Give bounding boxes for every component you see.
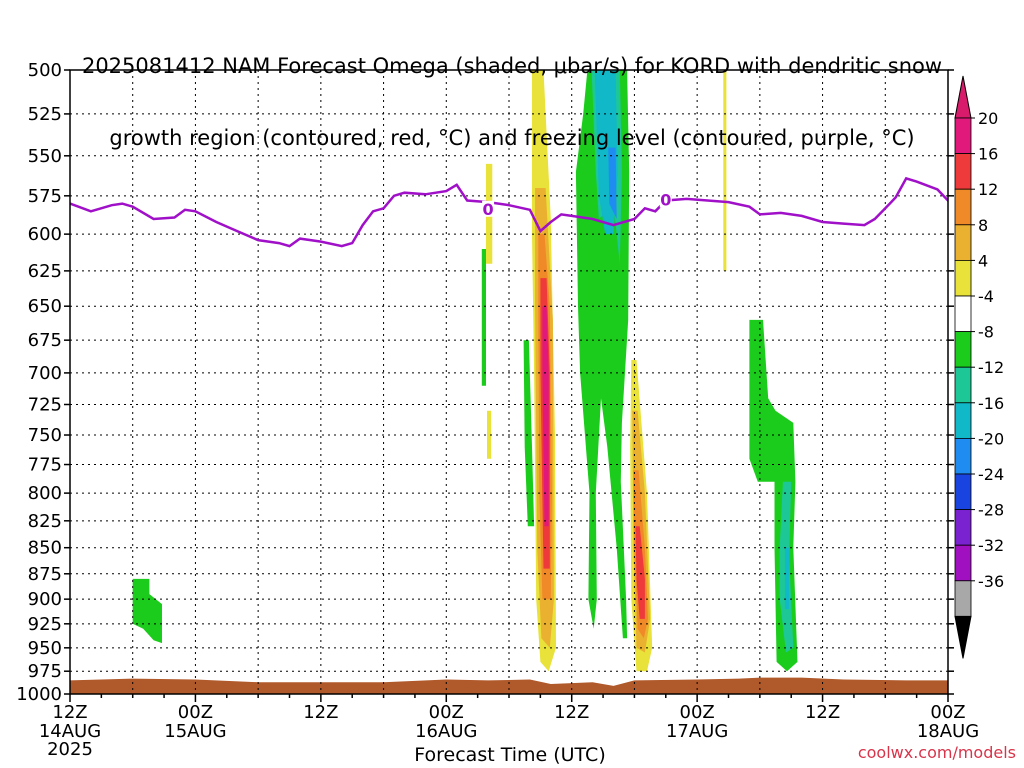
chart-title-line-1: 2025081412 NAM Forecast Omega (shaded, μ… [81, 54, 943, 78]
y-tick-label-8: 700 [28, 363, 62, 384]
colorbar-swatch-13 [954, 580, 972, 617]
colorbar-label-7: -12 [978, 358, 1004, 377]
y-tick-label-7: 675 [28, 330, 62, 351]
x-tick-date-3: 16AUG [415, 721, 477, 742]
omega-shade-9 [542, 306, 549, 527]
colorbar-label-5: -4 [978, 287, 994, 306]
terrain-fill [70, 677, 948, 694]
y-tick-label-3: 575 [28, 186, 62, 207]
y-tick-label-17: 925 [28, 614, 62, 635]
y-tick-label-18: 950 [28, 638, 62, 659]
x-tick-label-4: 12Z [554, 702, 589, 723]
freezing-level-label-1: 0 [660, 191, 671, 210]
chart-title-line-2: growth region (contoured, red, °C) and f… [109, 126, 915, 150]
omega-shade-1 [481, 249, 486, 386]
colorbar-swatch-9 [954, 437, 972, 475]
x-tick-label-6: 12Z [805, 702, 840, 723]
omega-shade-17 [635, 526, 645, 619]
colorbar-swatch-11 [954, 509, 972, 546]
omega-shade-18 [723, 70, 727, 271]
y-tick-label-2: 550 [28, 146, 62, 167]
y-tick-label-10: 750 [28, 425, 62, 446]
colorbar-swatch-2 [954, 188, 972, 226]
x-tick-label-5: 00Z [680, 702, 715, 723]
colorbar-label-4: 4 [978, 251, 988, 270]
colorbar-swatch-7 [954, 366, 972, 404]
freezing-level-label-0: 0 [483, 200, 494, 219]
colorbar-label-3: 8 [978, 216, 988, 235]
colorbar-label-8: -16 [978, 394, 1004, 413]
y-tick-label-5: 625 [28, 261, 62, 282]
colorbar-label-6: -8 [978, 323, 994, 342]
colorbar-label-9: -20 [978, 429, 1004, 448]
y-tick-label-20: 1000 [16, 684, 62, 705]
y-tick-label-11: 775 [28, 455, 62, 476]
x-tick-label-3: 00Z [429, 702, 464, 723]
x-tick-date-7: 18AUG [917, 721, 979, 742]
x-tick-label-0: 12Z [52, 702, 87, 723]
x-tick-date-0: 14AUG [39, 721, 101, 742]
colorbar-label-2: 12 [978, 180, 998, 199]
x-tick-date-1: 15AUG [164, 721, 226, 742]
y-tick-label-16: 900 [28, 589, 62, 610]
y-tick-label-12: 800 [28, 483, 62, 504]
colorbar-label-12: -32 [978, 536, 1004, 555]
colorbar-bottom-arrow [954, 615, 972, 659]
omega-shade-13 [608, 147, 617, 219]
colorbar-swatch-12 [954, 544, 972, 582]
y-tick-label-15: 875 [28, 564, 62, 585]
omega-shade-3 [487, 410, 492, 459]
x-tick-label-7: 00Z [930, 702, 965, 723]
colorbar-label-13: -36 [978, 572, 1004, 591]
omega-shade-21 [784, 547, 790, 610]
colorbar-label-1: 16 [978, 145, 998, 164]
colorbar-swatch-3 [954, 224, 972, 261]
y-tick-label-13: 825 [28, 511, 62, 532]
chart-title: 2025081412 NAM Forecast Omega (shaded, μ… [0, 6, 1024, 174]
colorbar-label-10: -24 [978, 465, 1004, 484]
omega-shade-0 [132, 578, 162, 644]
colorbar-swatch-4 [954, 259, 972, 297]
colorbar-label-11: -28 [978, 501, 1004, 520]
colorbar-label-0: 20 [978, 109, 998, 128]
x-tick-date-5: 17AUG [666, 721, 728, 742]
x-tick-label-1: 00Z [178, 702, 213, 723]
colorbar-swatch-6 [954, 331, 972, 368]
x-axis-title: Forecast Time (UTC) [414, 744, 606, 766]
x-tick-label-2: 12Z [303, 702, 338, 723]
colorbar-swatch-10 [954, 473, 972, 510]
y-tick-label-0: 500 [28, 60, 62, 81]
y-tick-label-1: 525 [28, 104, 62, 125]
colorbar-swatch-5 [954, 295, 972, 332]
omega-shade-4 [523, 340, 535, 527]
x-tick-year-0: 2025 [47, 739, 93, 760]
y-tick-label-9: 725 [28, 394, 62, 415]
freezing-level-label-bg-1 [659, 191, 672, 208]
freezing-level-label-bg-0 [482, 200, 495, 217]
freezing-level-line [70, 176, 948, 248]
y-tick-label-14: 850 [28, 538, 62, 559]
y-tick-label-19: 975 [28, 661, 62, 682]
credit-text: coolwx.com/models [857, 743, 1016, 762]
colorbar-swatch-8 [954, 402, 972, 439]
y-tick-label-4: 600 [28, 224, 62, 245]
y-tick-label-6: 650 [28, 296, 62, 317]
